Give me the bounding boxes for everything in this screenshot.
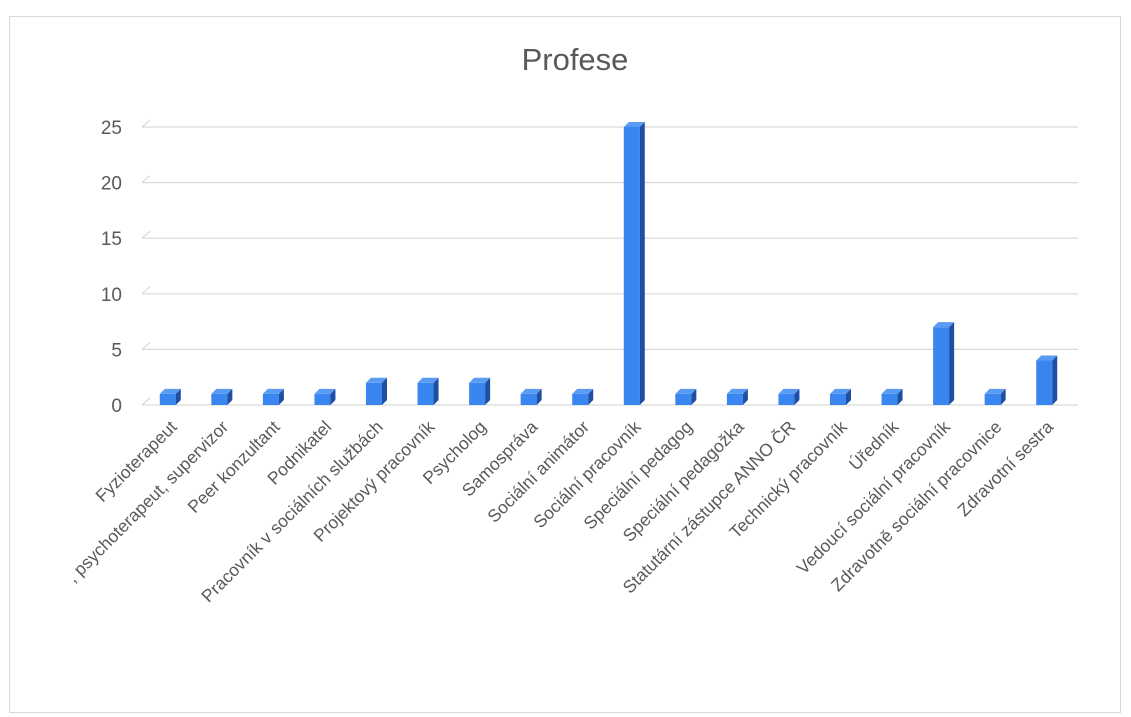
- bar-side: [382, 377, 387, 405]
- bar-front: [366, 382, 382, 405]
- bar-front: [933, 327, 950, 405]
- gridlines: [141, 119, 1078, 406]
- bars: [159, 122, 1058, 405]
- bar-top: [159, 388, 181, 394]
- bar-front: [520, 393, 537, 405]
- bar-top: [778, 388, 800, 394]
- gridline-depth: [141, 397, 151, 406]
- y-tick-label: 25: [101, 118, 122, 139]
- bar-top: [211, 388, 233, 394]
- bar-front: [778, 393, 795, 405]
- bar: [159, 388, 181, 405]
- x-axis-labels: Fyzioterapeut, psychoterapeut, supervizo…: [63, 416, 1058, 606]
- bar-top: [623, 122, 645, 127]
- bar-side: [227, 388, 233, 405]
- bar-front: [1036, 360, 1053, 405]
- bar: [211, 388, 233, 405]
- bar: [262, 388, 284, 405]
- bar-front: [623, 127, 640, 405]
- gridline-depth: [141, 175, 151, 184]
- bar-side: [691, 388, 697, 405]
- bar-top: [262, 388, 284, 394]
- bar-side: [794, 388, 800, 405]
- bar-side: [536, 388, 542, 405]
- bar-side: [278, 388, 284, 405]
- bar-front: [675, 393, 692, 405]
- bar-top: [881, 388, 903, 394]
- bar-top: [417, 377, 439, 383]
- bar: [1036, 355, 1058, 405]
- x-tick-label: Zdravotní sestra: [953, 417, 1057, 521]
- y-tick-label: 5: [111, 340, 122, 361]
- bar-front: [262, 393, 279, 405]
- bar-side: [897, 388, 903, 405]
- bar: [314, 388, 336, 405]
- bar-side: [1052, 355, 1058, 405]
- bar: [572, 388, 594, 405]
- bar-top: [984, 388, 1006, 394]
- bar-top: [1036, 355, 1058, 361]
- bar-top: [933, 322, 955, 328]
- bar-front: [726, 393, 743, 405]
- y-tick-label: 20: [101, 174, 122, 195]
- bar-side: [485, 377, 491, 405]
- bar-top: [726, 388, 748, 394]
- bar-front: [314, 393, 331, 405]
- bar-side: [1000, 388, 1006, 405]
- bar-side: [639, 122, 645, 405]
- bar-front: [830, 393, 846, 405]
- bar-front: [469, 382, 486, 405]
- bar-top: [520, 388, 542, 394]
- bar-top: [572, 388, 594, 394]
- bar: [726, 388, 748, 405]
- y-tick-label: 0: [111, 396, 122, 417]
- bar: [675, 388, 697, 405]
- y-tick-label: 15: [101, 229, 122, 250]
- y-axis-ticks: 0 5 10 15 20 25: [101, 118, 122, 417]
- bar-front: [572, 393, 589, 405]
- bar-front: [984, 393, 1001, 405]
- bar-side: [846, 388, 851, 405]
- bar-side: [742, 388, 748, 405]
- gridline-depth: [141, 119, 151, 128]
- gridline-depth: [141, 230, 151, 239]
- bar-side: [433, 377, 439, 405]
- bar-front: [417, 382, 434, 405]
- bar: [933, 322, 955, 405]
- bar: [984, 388, 1006, 405]
- bar-front: [159, 393, 176, 405]
- bar: [623, 122, 645, 405]
- bar-side: [588, 388, 594, 405]
- bar: [366, 377, 387, 405]
- bar-side: [949, 322, 955, 405]
- bar-side: [175, 388, 181, 405]
- bar: [417, 377, 439, 405]
- bar: [778, 388, 800, 405]
- bar-top: [469, 377, 491, 383]
- gridline-depth: [141, 286, 151, 295]
- bar-top: [314, 388, 336, 394]
- gridline-depth: [141, 341, 151, 350]
- bar-top: [366, 377, 387, 383]
- x-tick-label: Peer konzultant: [184, 417, 284, 517]
- chart-title: Profese: [522, 42, 629, 77]
- bar-top: [675, 388, 697, 394]
- bar: [520, 388, 542, 405]
- bar: [469, 377, 491, 405]
- bar: [881, 388, 903, 405]
- bar-front: [211, 393, 228, 405]
- y-tick-label: 10: [101, 285, 122, 306]
- bar-top: [830, 388, 851, 394]
- bar-side: [330, 388, 336, 405]
- bar: [830, 388, 851, 405]
- bar-front: [881, 393, 898, 405]
